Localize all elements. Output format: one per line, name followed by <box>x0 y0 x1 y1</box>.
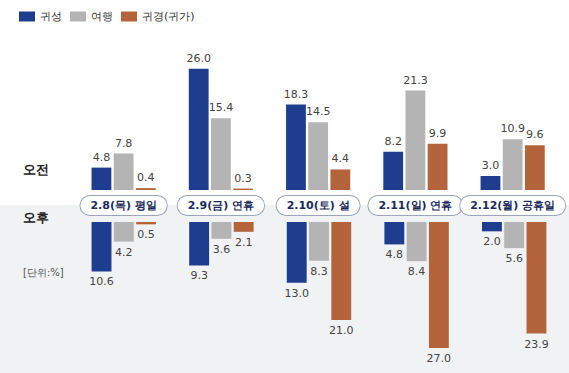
svg-text:2.10(토) 설: 2.10(토) 설 <box>287 199 350 212</box>
svg-text:8.2: 8.2 <box>384 135 402 148</box>
svg-text:귀성: 귀성 <box>40 10 62 23</box>
svg-text:2.11(일) 연휴: 2.11(일) 연휴 <box>378 199 452 212</box>
svg-text:27.0: 27.0 <box>427 352 452 365</box>
svg-text:23.9: 23.9 <box>524 338 549 351</box>
svg-text:2.8(목) 평일: 2.8(목) 평일 <box>90 199 156 212</box>
svg-text:2.1: 2.1 <box>235 236 253 249</box>
svg-text:10.6: 10.6 <box>89 275 114 288</box>
svg-text:21.0: 21.0 <box>329 324 354 337</box>
svg-text:9.6: 9.6 <box>526 128 544 141</box>
svg-text:[단위:%]: [단위:%] <box>23 267 64 278</box>
svg-text:4.8: 4.8 <box>93 151 111 164</box>
svg-text:7.8: 7.8 <box>115 137 133 150</box>
svg-text:0.5: 0.5 <box>137 228 155 241</box>
svg-text:13.0: 13.0 <box>284 287 309 300</box>
svg-text:9.9: 9.9 <box>429 127 447 140</box>
svg-text:오후: 오후 <box>23 210 49 225</box>
svg-text:14.5: 14.5 <box>306 105 331 118</box>
svg-text:8.4: 8.4 <box>408 265 426 278</box>
svg-text:26.0: 26.0 <box>186 52 211 65</box>
svg-text:4.8: 4.8 <box>386 248 404 261</box>
svg-text:0.4: 0.4 <box>137 171 155 184</box>
svg-text:4.2: 4.2 <box>115 246 133 259</box>
svg-text:2.0: 2.0 <box>483 235 501 248</box>
svg-text:4.4: 4.4 <box>332 152 350 165</box>
svg-text:2.12(월) 공휴일: 2.12(월) 공휴일 <box>470 199 555 212</box>
svg-text:8.3: 8.3 <box>310 265 328 278</box>
svg-text:21.3: 21.3 <box>403 74 428 87</box>
svg-text:9.3: 9.3 <box>190 269 208 282</box>
svg-text:2.9(금) 연휴: 2.9(금) 연휴 <box>188 199 254 212</box>
svg-text:3.0: 3.0 <box>482 159 500 172</box>
svg-text:0.3: 0.3 <box>234 172 252 185</box>
svg-text:여행: 여행 <box>91 10 113 23</box>
svg-text:5.6: 5.6 <box>505 252 523 265</box>
svg-text:15.4: 15.4 <box>209 101 234 114</box>
svg-text:10.9: 10.9 <box>500 122 525 135</box>
svg-text:3.6: 3.6 <box>213 243 231 256</box>
svg-text:귀경(귀가): 귀경(귀가) <box>142 10 195 23</box>
svg-text:18.3: 18.3 <box>284 88 309 101</box>
svg-text:오전: 오전 <box>23 162 49 177</box>
